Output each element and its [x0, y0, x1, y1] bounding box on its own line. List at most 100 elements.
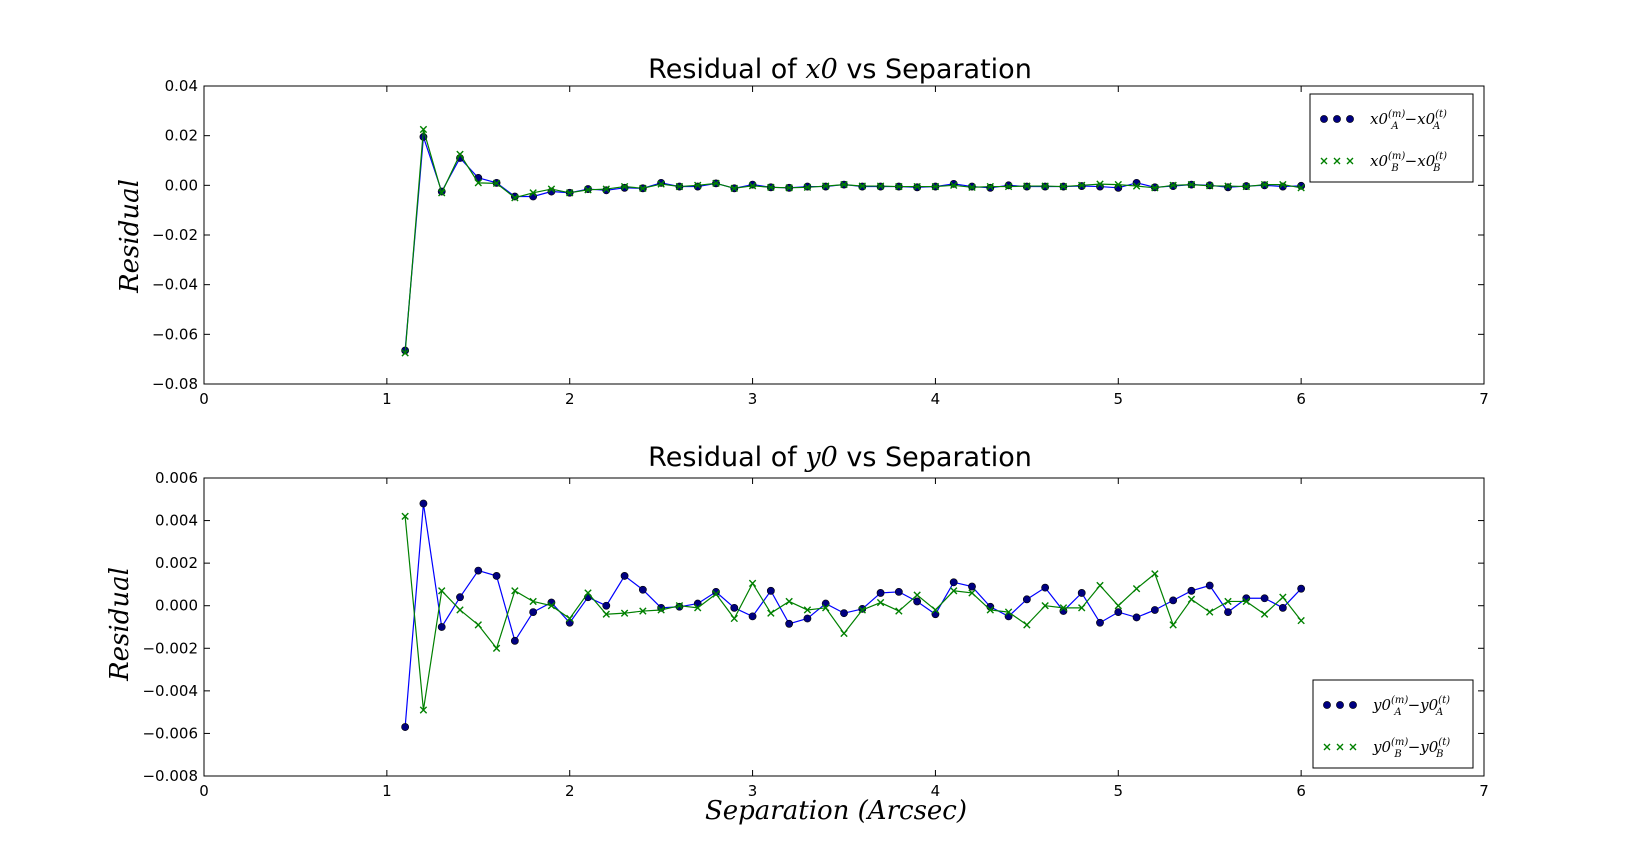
- x0-series-b-point: [1169, 181, 1177, 190]
- y0-x-tick-label: 2: [565, 782, 575, 800]
- y0-series-b-point: [803, 606, 812, 614]
- y0-series-b-point: [913, 591, 921, 599]
- x0-x-tick-label: 1: [382, 390, 392, 408]
- y0-series-a-point: [748, 612, 757, 621]
- y0-series-b-point: [730, 614, 738, 623]
- legend-superscript: (t): [1435, 151, 1447, 162]
- y0-legend-box: [1312, 679, 1474, 769]
- y0-series-a-point: [913, 597, 922, 606]
- y0-series-a-point: [876, 589, 885, 597]
- x0-series-b-point: [401, 349, 409, 357]
- y0-x-tick-label: 5: [1114, 782, 1124, 800]
- y0-series-b-point: [529, 597, 537, 606]
- y0-series-b-point: [840, 629, 848, 638]
- y0-series-a-point: [437, 623, 446, 631]
- legend-superscript: (m): [1388, 109, 1405, 120]
- y0-series-a-point: [968, 582, 976, 591]
- y0-legend-entry-b-marker: [1336, 743, 1344, 751]
- x0-x-tick-label: 4: [931, 390, 941, 408]
- y0-series-b-point: [785, 597, 793, 606]
- x0-series-b-point: [931, 182, 940, 191]
- x0-series-b-point: [968, 183, 976, 192]
- y0-series-b-point: [419, 706, 428, 714]
- y0-series-b-point: [492, 644, 501, 652]
- x0-series-b-point: [822, 182, 830, 190]
- x0-series-b-point: [767, 183, 775, 192]
- x0-series-b-point: [584, 186, 592, 194]
- x0-series-b-point: [456, 150, 464, 158]
- y0-series-a-point: [1297, 584, 1306, 593]
- y0-series-b-point: [566, 614, 574, 623]
- x0-series-b-point: [986, 182, 994, 191]
- x-axis-label: Separation (Arcsec): [705, 796, 967, 826]
- y0-series-b-point: [895, 607, 903, 615]
- legend-superscript: (m): [1388, 151, 1405, 162]
- y0-series-b-point: [584, 589, 592, 597]
- x0-series-b-point: [547, 185, 556, 193]
- y0-series-b-point: [986, 606, 994, 614]
- x0-legend: x0(m) A −x0(t) Ax0(m) B −x0(t) B: [1309, 93, 1474, 183]
- x0-series-b-point: [1059, 182, 1068, 191]
- y0-series-b-point: [1114, 602, 1122, 610]
- x0-series-a-point: [949, 179, 958, 188]
- x0-series-b-point: [1224, 182, 1232, 190]
- x0-series-b-point: [1132, 182, 1141, 190]
- x0-series-b-point: [675, 182, 684, 191]
- x0-series-b-point: [1096, 180, 1104, 188]
- x0-series-b-line: [404, 129, 1302, 354]
- y0-series-a-point: [1187, 586, 1196, 595]
- x0-legend-entry-b-marker: [1333, 157, 1341, 165]
- x0-chart-title: Residual of x0 vs Separation: [648, 54, 1032, 85]
- x0-series-b-point: [474, 179, 482, 187]
- x0-series-b-point: [1004, 182, 1013, 191]
- y0-legend-entry-b-marker: [1323, 743, 1331, 751]
- y0-y-tick-label: −0.008: [142, 767, 198, 785]
- y0-series-a-point: [949, 578, 958, 587]
- x0-x-tick-label: 3: [748, 390, 758, 408]
- x0-series-b-point: [1260, 180, 1269, 189]
- x0-series-b-point: [785, 184, 793, 192]
- y0-series-a-point: [1150, 606, 1159, 614]
- y0-series-a-point: [510, 636, 519, 645]
- legend-subscript: A: [1393, 707, 1401, 718]
- y0-series-b-point: [1224, 597, 1232, 606]
- legend-base: y0: [1372, 738, 1391, 756]
- x0-series-b-point: [694, 181, 702, 190]
- x0-series-b-point: [438, 189, 446, 197]
- x0-series-b-point: [1041, 182, 1049, 190]
- y0-series-a-point: [1278, 603, 1287, 612]
- y0-series-b-point: [511, 587, 519, 595]
- y0-plot-area: 0 1 2 3 4 5 6 7−0.008−0.006−0.004−0.0020.0000.0…: [142, 469, 1488, 800]
- y0-series-b-point: [950, 587, 958, 595]
- y0-series-a-point: [1041, 583, 1050, 592]
- x0-legend-entry-a-marker: [1333, 115, 1341, 123]
- y0-series-a-point: [1260, 594, 1269, 603]
- x0-series-b-point: [1151, 184, 1159, 192]
- y0-series-b-point: [456, 606, 464, 614]
- x0-series-b-point: [657, 180, 665, 188]
- x0-series-b-point: [529, 189, 537, 197]
- y0-series-b-point: [1059, 604, 1068, 612]
- y0-series-a-point: [712, 587, 720, 596]
- x0-series-b-point: [1114, 180, 1122, 189]
- x0-series-b-point: [492, 179, 501, 188]
- x0-series-a-point: [620, 183, 629, 192]
- x0-series-b-point: [895, 182, 903, 191]
- x0-series-b-point: [913, 182, 921, 191]
- x0-series-b-point: [620, 182, 629, 191]
- y0-series-a-point: [1077, 589, 1086, 597]
- y0-x-tick-label: 0: [199, 782, 209, 800]
- x0-series-a-point: [986, 183, 995, 192]
- legend-superscript: (t): [1438, 737, 1450, 748]
- y0-series-b-point: [1078, 604, 1086, 612]
- x0-series-a-point: [1004, 181, 1013, 190]
- y0-series-a-point: [620, 572, 629, 580]
- y0-legend: y0(m) A −y0(t) Ay0(m) B −y0(t) B: [1312, 679, 1474, 769]
- x0-y-tick-label: −0.04: [152, 276, 198, 294]
- y0-series-a-point: [529, 608, 538, 616]
- y0-residual-panel: Residual of y0 vs Separation Residual Se…: [105, 442, 1489, 826]
- x0-legend-box: [1309, 93, 1474, 183]
- y0-y-tick-label: 0.006: [155, 469, 198, 487]
- x0-plot-area: 0 1 2 3 4 5 6 7 −0.08 −0.06 −0.04 −0.02 0.00 0.02 0.04: [152, 77, 1489, 408]
- y0-y-tick-label: 0.004: [155, 512, 198, 530]
